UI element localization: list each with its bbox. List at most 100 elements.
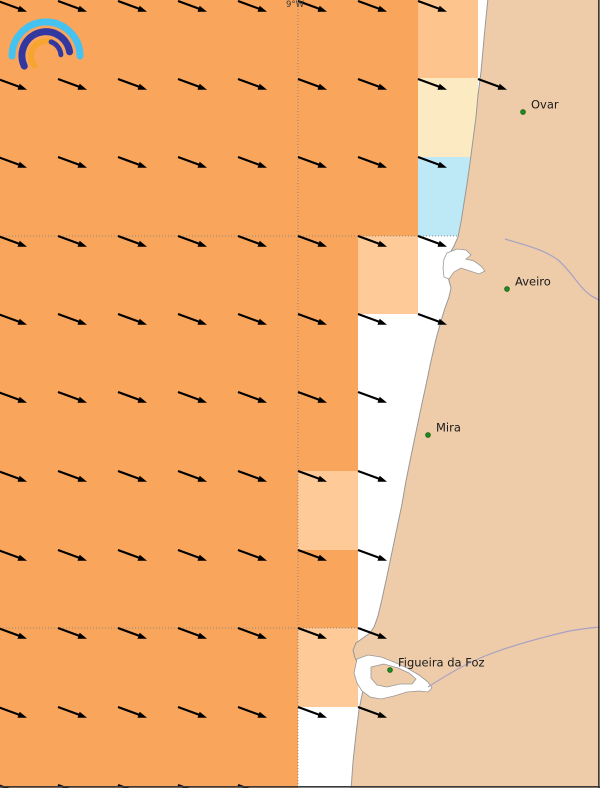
wind-arrow-shaft — [297, 469, 320, 480]
wind-arrow-shaft — [357, 312, 380, 323]
rainbow-logo — [8, 18, 84, 70]
wind-arrow-head — [377, 240, 387, 247]
wind-arrow-shaft — [0, 470, 20, 480]
wind-arrow-shaft — [357, 155, 380, 166]
wind-arrow — [237, 312, 267, 325]
wind-arrow-shaft — [237, 0, 260, 10]
wind-arrow-shaft — [57, 77, 80, 88]
wind-arrow-head — [377, 711, 387, 718]
wind-arrow-head — [377, 632, 387, 639]
aveiro-lagoon — [442, 248, 486, 280]
wind-arrow — [117, 155, 147, 168]
wind-arrow — [417, 312, 447, 325]
wind-arrow-head — [17, 161, 27, 168]
wind-arrow-shaft — [357, 390, 380, 401]
wind-arrow-head — [77, 632, 87, 639]
wind-arrow-head — [377, 5, 387, 12]
wind-arrow-shaft — [117, 469, 140, 480]
wind-arrow-head — [257, 161, 267, 168]
wind-arrow-shaft — [417, 0, 440, 10]
wind-arrow-shaft — [177, 155, 200, 166]
city-dot — [504, 286, 510, 292]
wind-arrow-head — [77, 318, 87, 325]
wind-arrow — [297, 312, 327, 325]
wind-speed-cell-orange — [0, 0, 298, 788]
wind-arrow-shaft — [57, 548, 80, 559]
wind-arrow — [177, 548, 207, 561]
wind-arrow-head — [317, 83, 327, 90]
wind-arrow-head — [137, 161, 147, 168]
wind-arrow-shaft — [297, 77, 320, 88]
logo-arc-orange — [28, 37, 53, 69]
wind-arrow-head — [17, 240, 27, 247]
wind-arrow — [0, 470, 27, 482]
wind-arrow-shaft — [177, 548, 200, 559]
wind-arrow — [177, 0, 207, 12]
wind-arrow — [357, 390, 387, 403]
wind-arrow-head — [257, 554, 267, 561]
wind-arrow-shaft — [117, 77, 140, 88]
wind-arrow-head — [137, 711, 147, 718]
wind-arrow — [57, 234, 87, 247]
meridian-label: 9°W — [286, 0, 305, 10]
wind-arrow-head — [77, 475, 87, 482]
city-dot — [520, 109, 526, 115]
wind-arrow — [57, 77, 87, 90]
wind-arrow-head — [17, 475, 27, 482]
wind-arrow-head — [197, 161, 207, 168]
wind-arrow-head — [197, 711, 207, 718]
wind-arrow-shaft — [57, 390, 80, 401]
wind-arrow-shaft — [237, 626, 260, 637]
wind-arrow — [57, 312, 87, 325]
wind-arrow — [417, 155, 447, 168]
logo-arc-indigo-inner — [48, 39, 64, 58]
wind-arrow-shaft — [0, 391, 20, 401]
wind-arrow-shaft — [0, 78, 20, 88]
wind-arrow — [177, 390, 207, 403]
wind-arrow-shaft — [57, 234, 80, 245]
wind-speed-cell-orange — [358, 0, 418, 236]
wind-arrow-shaft — [237, 234, 260, 245]
wind-arrow-head — [257, 475, 267, 482]
wind-arrow — [297, 705, 327, 718]
wind-speed-cell-cream — [418, 78, 478, 157]
wind-arrow-head — [197, 632, 207, 639]
wind-arrow-shaft — [357, 705, 380, 716]
wind-arrow-shaft — [417, 312, 440, 323]
wind-arrow-head — [197, 83, 207, 90]
wind-arrow-shaft — [177, 312, 200, 323]
wind-arrow-head — [437, 5, 447, 12]
wind-arrow-head — [317, 554, 327, 561]
wind-speed-cell-pale — [298, 628, 358, 707]
wind-arrow-shaft — [0, 156, 20, 166]
city-dot — [425, 432, 431, 438]
estuary-island — [370, 663, 417, 688]
wind-arrow-shaft — [297, 312, 320, 323]
wind-arrow-head — [77, 240, 87, 247]
wind-arrow — [237, 390, 267, 403]
wind-arrow — [117, 0, 147, 12]
wind-arrow-head — [17, 5, 27, 12]
wind-arrow-shaft — [357, 548, 380, 559]
wind-arrow-shaft — [297, 155, 320, 166]
river-mondego — [427, 626, 600, 688]
wind-arrow-shaft — [177, 705, 200, 716]
wind-arrow-shaft — [417, 155, 440, 166]
wind-arrow-shaft — [57, 626, 80, 637]
wind-arrow-shaft — [177, 469, 200, 480]
wind-arrow — [117, 312, 147, 325]
wind-arrow-shaft — [117, 626, 140, 637]
wind-arrow-head — [257, 5, 267, 12]
wind-arrow-head — [77, 711, 87, 718]
wind-arrow-head — [377, 318, 387, 325]
wind-arrow — [237, 705, 267, 718]
wind-arrow-head — [317, 5, 327, 12]
wind-arrow-head — [77, 83, 87, 90]
wind-arrow-head — [497, 83, 507, 90]
logo-arc-lightblue — [8, 18, 84, 60]
wind-arrow-shaft — [0, 706, 20, 716]
wind-arrow-shaft — [117, 155, 140, 166]
